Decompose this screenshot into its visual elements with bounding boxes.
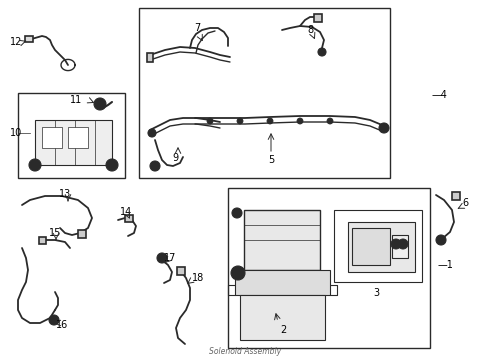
Text: 15: 15 — [49, 228, 61, 238]
Circle shape — [148, 129, 156, 137]
Bar — [333, 210, 421, 282]
Text: 3: 3 — [372, 288, 378, 298]
Text: 16: 16 — [56, 320, 68, 330]
Circle shape — [378, 123, 388, 133]
Text: 10: 10 — [10, 128, 22, 138]
Circle shape — [390, 239, 400, 249]
Bar — [25, 36, 33, 42]
Bar — [35, 120, 112, 165]
Bar — [227, 188, 429, 348]
Circle shape — [106, 159, 118, 171]
Bar — [391, 235, 407, 258]
Bar — [125, 215, 133, 222]
Circle shape — [326, 118, 332, 124]
Text: 7: 7 — [193, 23, 200, 33]
Text: 12: 12 — [10, 37, 22, 47]
Bar — [68, 127, 88, 148]
Bar — [39, 237, 46, 244]
Text: 8: 8 — [306, 25, 312, 35]
Circle shape — [49, 315, 59, 325]
Bar — [451, 192, 459, 200]
Text: 11: 11 — [70, 95, 82, 105]
Circle shape — [435, 235, 445, 245]
Text: —4: —4 — [431, 90, 447, 100]
Circle shape — [237, 118, 243, 124]
Text: 2: 2 — [279, 325, 285, 335]
Bar — [347, 222, 414, 272]
Text: 13: 13 — [59, 189, 71, 199]
Bar — [18, 93, 125, 178]
Circle shape — [296, 118, 303, 124]
Bar — [244, 210, 319, 270]
Bar — [139, 8, 389, 178]
Text: 18: 18 — [192, 273, 204, 283]
Circle shape — [230, 266, 244, 280]
Text: 17: 17 — [163, 253, 176, 263]
Bar — [78, 230, 86, 238]
Text: 9: 9 — [172, 153, 178, 163]
Bar — [313, 14, 321, 22]
Circle shape — [235, 270, 241, 276]
Circle shape — [150, 161, 160, 171]
Circle shape — [266, 118, 272, 124]
Text: 14: 14 — [120, 207, 132, 217]
Bar — [42, 127, 62, 148]
Bar — [240, 295, 325, 340]
Circle shape — [231, 208, 242, 218]
Circle shape — [29, 159, 41, 171]
Bar — [351, 228, 389, 265]
Bar — [147, 53, 153, 62]
Circle shape — [317, 48, 325, 56]
Circle shape — [157, 253, 167, 263]
Text: 5: 5 — [267, 155, 274, 165]
Bar — [177, 267, 184, 275]
Text: —1: —1 — [437, 260, 453, 270]
Circle shape — [94, 98, 106, 110]
Text: Solenoid Assembly: Solenoid Assembly — [208, 347, 281, 356]
Circle shape — [397, 239, 407, 249]
Text: 6: 6 — [461, 198, 467, 208]
Bar — [235, 270, 329, 295]
Circle shape — [206, 118, 213, 124]
